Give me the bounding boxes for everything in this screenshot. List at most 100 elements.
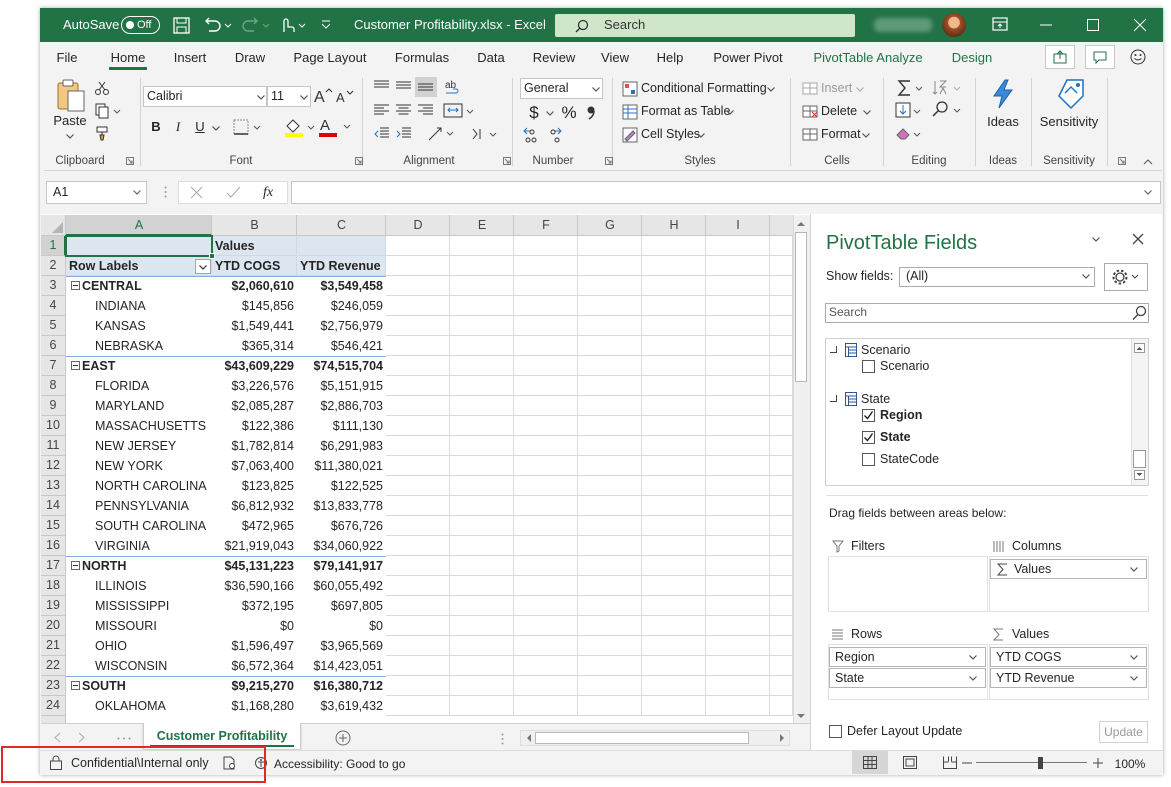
row-header[interactable] xyxy=(41,476,66,496)
row-header[interactable] xyxy=(41,316,66,336)
cell[interactable] xyxy=(514,536,578,556)
pivot-header-cell[interactable] xyxy=(297,236,386,256)
font-name-box[interactable] xyxy=(143,86,267,107)
cell[interactable] xyxy=(514,616,578,636)
cell[interactable] xyxy=(578,656,642,676)
cell[interactable] xyxy=(642,596,706,616)
cell[interactable] xyxy=(578,456,642,476)
region-revenue[interactable]: $3,549,458 xyxy=(320,279,383,293)
cell[interactable] xyxy=(642,436,706,456)
clear-icon[interactable] xyxy=(895,125,927,143)
cell[interactable] xyxy=(514,556,578,576)
tab-next[interactable] xyxy=(78,732,85,743)
cell[interactable] xyxy=(450,556,514,576)
state-label[interactable]: NEW YORK xyxy=(95,459,163,473)
collapse-ribbon[interactable] xyxy=(1143,159,1153,165)
state-cogs[interactable]: $372,195 xyxy=(241,599,294,613)
area-item-label[interactable]: YTD Revenue xyxy=(996,671,1075,685)
format-painter-icon[interactable] xyxy=(95,126,110,141)
cell[interactable] xyxy=(770,636,793,656)
cell[interactable] xyxy=(386,516,450,536)
tab-prev[interactable] xyxy=(54,732,61,743)
state-cogs[interactable]: $6,812,932 xyxy=(231,499,294,513)
collapse-button[interactable] xyxy=(71,361,80,370)
cell[interactable] xyxy=(770,436,793,456)
hscroll-thumb[interactable] xyxy=(535,732,749,744)
cell[interactable] xyxy=(642,616,706,636)
comma-icon[interactable] xyxy=(586,105,596,120)
qat-more[interactable] xyxy=(321,20,331,30)
scroll-thumb[interactable] xyxy=(795,232,807,382)
borders-icon[interactable] xyxy=(233,119,263,135)
autosum-icon[interactable] xyxy=(897,79,927,97)
state-revenue[interactable]: $3,619,432 xyxy=(320,699,383,713)
sensitivity-button[interactable]: Sensitivity xyxy=(1039,114,1099,129)
function-button[interactable]: fx xyxy=(262,185,274,200)
autosave-toggle[interactable]: Off xyxy=(121,16,160,34)
state-cogs[interactable]: $123,825 xyxy=(241,479,294,493)
state-cogs[interactable]: $3,226,576 xyxy=(231,379,294,393)
update-button-label[interactable]: Update xyxy=(1104,725,1143,739)
cell[interactable] xyxy=(578,276,642,296)
cell[interactable] xyxy=(450,536,514,556)
cell[interactable] xyxy=(706,236,770,256)
cell[interactable] xyxy=(514,436,578,456)
undo-icon[interactable] xyxy=(203,17,232,33)
field-name[interactable]: State xyxy=(880,430,911,444)
region-revenue[interactable]: $79,141,917 xyxy=(313,559,383,573)
right-align-icon[interactable] xyxy=(418,104,434,117)
ribbon-tab[interactable]: PivotTable Analyze xyxy=(813,50,923,65)
cell[interactable] xyxy=(770,596,793,616)
state-revenue[interactable]: $6,291,983 xyxy=(320,439,383,453)
scroll-down[interactable] xyxy=(797,714,805,719)
cell[interactable] xyxy=(514,476,578,496)
defer-checkbox[interactable] xyxy=(829,725,842,738)
state-revenue[interactable]: $5,151,915 xyxy=(320,379,383,393)
ribbon-tab[interactable]: Page Layout xyxy=(293,50,367,65)
cell[interactable] xyxy=(642,656,706,676)
region-cogs[interactable]: $43,609,229 xyxy=(224,359,294,373)
ribbon-tab[interactable]: View xyxy=(601,50,629,65)
cell[interactable] xyxy=(514,516,578,536)
state-cogs[interactable]: $1,782,814 xyxy=(231,439,294,453)
field-search[interactable] xyxy=(825,303,1149,323)
state-revenue[interactable]: $0 xyxy=(369,619,383,633)
cell[interactable] xyxy=(450,316,514,336)
state-revenue[interactable]: $122,525 xyxy=(330,479,383,493)
state-cogs[interactable]: $122,386 xyxy=(241,419,294,433)
cells-icon[interactable] xyxy=(802,80,818,96)
cell[interactable] xyxy=(578,356,642,376)
cell[interactable] xyxy=(642,636,706,656)
zoom-level[interactable]: 100% xyxy=(1114,757,1146,771)
cell[interactable] xyxy=(770,616,793,636)
ribbon-display-icon[interactable] xyxy=(992,17,1008,32)
state-revenue[interactable]: $13,833,778 xyxy=(313,499,383,513)
cell[interactable] xyxy=(450,696,514,716)
pivot-header-cell[interactable] xyxy=(66,256,212,276)
row-header[interactable] xyxy=(41,636,66,656)
state-revenue[interactable]: $546,421 xyxy=(330,339,383,353)
text-direction-icon[interactable] xyxy=(472,127,500,141)
cell[interactable] xyxy=(706,616,770,636)
state-label[interactable]: NEBRASKA xyxy=(95,339,164,353)
state-cogs[interactable]: $7,063,400 xyxy=(231,459,294,473)
cell[interactable] xyxy=(450,576,514,596)
cell[interactable] xyxy=(386,256,450,276)
cell[interactable] xyxy=(642,296,706,316)
cell[interactable] xyxy=(386,296,450,316)
cell[interactable] xyxy=(706,256,770,276)
currency-button[interactable]: $ xyxy=(529,103,539,122)
row-header[interactable] xyxy=(41,396,66,416)
dialog-launcher[interactable] xyxy=(355,157,363,165)
row-header[interactable] xyxy=(41,256,66,276)
show-fields-dropdown[interactable] xyxy=(899,267,1095,287)
cell[interactable] xyxy=(386,356,450,376)
cell[interactable] xyxy=(770,576,793,596)
decrease-indent-icon[interactable] xyxy=(374,127,390,140)
cell[interactable] xyxy=(770,676,793,696)
state-revenue[interactable]: $11,380,021 xyxy=(314,459,383,473)
cell[interactable] xyxy=(450,636,514,656)
cell[interactable] xyxy=(578,236,642,256)
cell[interactable] xyxy=(770,496,793,516)
row-header[interactable] xyxy=(41,696,66,716)
